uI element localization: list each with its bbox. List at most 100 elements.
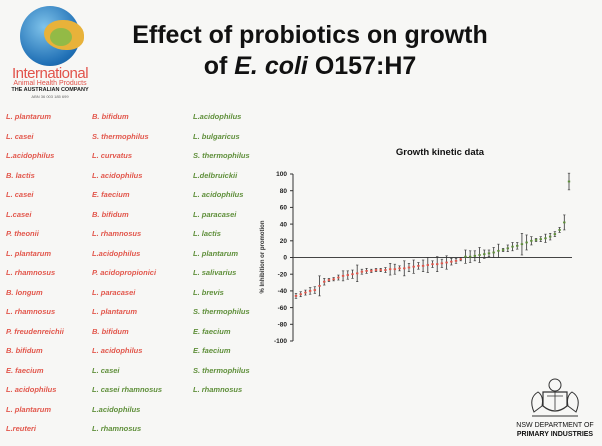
strain-item: B. lactis [6, 170, 35, 180]
strain-item: L. rhamnosus [193, 385, 243, 394]
data-point [520, 232, 524, 256]
strain-item: L. acidophilus [92, 346, 143, 355]
data-point [412, 259, 415, 274]
data-marker [304, 291, 307, 294]
data-point [327, 278, 331, 283]
strain-item: L. rhamnosus [92, 229, 142, 238]
data-marker [473, 254, 477, 257]
data-point [497, 243, 500, 258]
strain-item: L. casei [92, 365, 120, 375]
data-point [548, 232, 552, 241]
data-marker [398, 267, 401, 270]
data-marker [313, 289, 317, 291]
strain-item: L. acidophilus [6, 385, 57, 394]
title-organism: E. coli [234, 52, 308, 80]
strain-item: L. plantarum [193, 248, 239, 258]
strain-item: L.acidophilus [92, 248, 141, 258]
data-marker [464, 255, 467, 258]
data-marker [341, 274, 345, 277]
data-marker [384, 269, 387, 271]
y-tick-label: 20 [280, 238, 288, 245]
y-tick-label: -80 [278, 322, 288, 329]
data-marker [360, 270, 364, 273]
data-point [450, 258, 453, 266]
strain-item: E. faecium [193, 346, 231, 355]
strain-column-2: B. bifidum S. thermophilus L. curvatus L. a… [92, 107, 162, 439]
data-point [501, 248, 505, 252]
data-marker [294, 295, 298, 297]
data-marker [534, 239, 538, 241]
data-point [299, 291, 302, 298]
data-point [346, 270, 349, 280]
strain-column-3: L.acidophilus L. bulgaricus S. thermophilu… [193, 107, 250, 400]
data-marker [370, 269, 373, 272]
strain-item: L.acidophilus [6, 151, 55, 160]
logo-abn: ABN 36 003 185 699 [31, 94, 69, 99]
strain-item: L. paracasei [193, 209, 237, 219]
nsw-dpi-logo: NSW DEPARTMENT OF PRIMARY INDUSTRIES [512, 376, 598, 442]
data-point [431, 260, 434, 268]
title-line-1: Effect of probiotics on growth [132, 21, 488, 49]
data-marker [417, 264, 420, 267]
data-point [454, 258, 458, 264]
data-point [294, 293, 298, 299]
globe-icon [20, 6, 84, 66]
data-marker [478, 254, 481, 256]
data-point [478, 247, 481, 263]
strain-item: L. casei [6, 131, 34, 141]
data-marker [431, 263, 434, 266]
data-marker [355, 272, 359, 275]
data-point [426, 257, 429, 273]
data-point [323, 278, 326, 286]
data-marker [520, 243, 524, 246]
data-marker [558, 229, 561, 231]
title-strain: O157:H7 [307, 52, 417, 80]
strain-item: L. plantarum [6, 404, 52, 414]
logo-subtitle: Animal Health Products [13, 80, 87, 87]
data-marker [346, 274, 349, 276]
y-tick-label: -60 [278, 305, 288, 312]
data-marker [407, 266, 411, 269]
strain-item: B. bifidum [92, 112, 129, 121]
data-marker [487, 252, 491, 255]
data-marker [388, 268, 392, 271]
data-marker [327, 279, 331, 281]
nsw-line-1: NSW DEPARTMENT OF [516, 422, 594, 429]
data-marker [468, 255, 472, 258]
data-point [525, 234, 528, 251]
data-point [464, 249, 467, 264]
data-point [511, 242, 514, 252]
data-point [492, 247, 495, 258]
strain-item: P. freudenreichii [6, 326, 64, 336]
data-point [384, 267, 387, 273]
data-point [365, 268, 368, 274]
strain-item: L. rhamnosus [92, 424, 142, 433]
data-point [553, 231, 557, 237]
strain-item: L.delbruickii [193, 170, 238, 180]
data-marker [445, 261, 448, 264]
data-marker [483, 253, 486, 256]
data-point [468, 250, 472, 263]
strain-item: S. thermophilus [92, 131, 149, 141]
data-marker [393, 268, 397, 271]
strain-item: P. acidopropionici [92, 268, 157, 277]
data-point [360, 268, 364, 275]
data-point [473, 250, 477, 262]
strain-item: E. faecium [6, 365, 44, 375]
data-point [417, 262, 420, 270]
data-point [459, 257, 462, 262]
strain-item: L. casei [6, 190, 34, 199]
nsw-line-2: PRIMARY INDUSTRIES [516, 431, 594, 438]
data-point [445, 255, 448, 270]
data-point [483, 249, 486, 259]
strain-item: S. thermophilus [193, 307, 250, 316]
data-point [544, 233, 547, 243]
data-marker [365, 269, 368, 272]
y-tick-label: -20 [278, 271, 288, 278]
data-marker [501, 249, 505, 251]
strain-item: L. acidophilus [193, 190, 244, 199]
data-point [487, 249, 491, 257]
strain-item: B. bifidum [92, 326, 129, 336]
data-marker [525, 241, 528, 244]
international-animal-health-logo: International Animal Health Products THE… [6, 6, 94, 99]
